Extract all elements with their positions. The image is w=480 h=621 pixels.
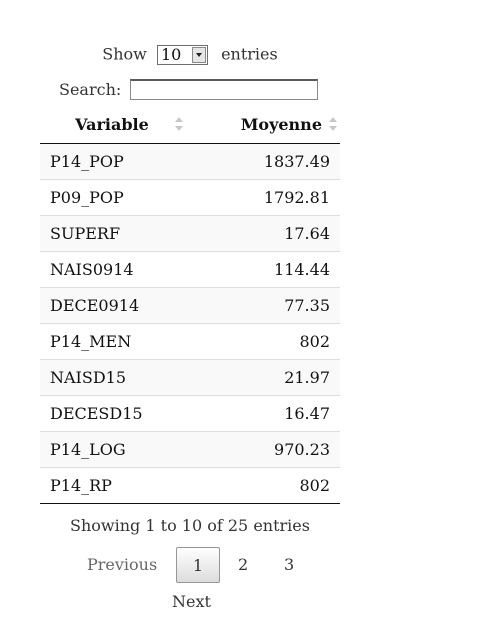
- search-input[interactable]: [130, 79, 318, 100]
- page-3-button[interactable]: 3: [284, 555, 295, 574]
- table-row: SUPERF 17.64: [40, 214, 340, 251]
- variable-cell: P14_MEN: [40, 322, 190, 359]
- moyenne-cell: 16.47: [190, 394, 340, 431]
- variable-cell: P14_LOG: [40, 430, 190, 467]
- table-row: P14_LOG 970.23: [40, 430, 340, 467]
- moyenne-cell: 802: [190, 322, 340, 359]
- column-header-label: Moyenne: [240, 114, 322, 134]
- moyenne-cell: 1792.81: [190, 178, 340, 215]
- dropdown-arrow-icon[interactable]: [191, 46, 206, 63]
- search-filter: Search:: [40, 79, 340, 101]
- column-header-moyenne[interactable]: Moyenne: [190, 106, 340, 144]
- table-row: P14_POP 1837.49: [40, 143, 340, 179]
- column-header-variable[interactable]: Variable: [40, 106, 190, 144]
- table-row: DECE0914 77.35: [40, 286, 340, 323]
- entries-length-control: Show 10 entries: [40, 42, 340, 66]
- table-header-row: Variable Moyenne: [40, 106, 340, 144]
- entries-select-value: 10: [160, 44, 182, 64]
- moyenne-cell: 21.97: [190, 358, 340, 395]
- table-row: NAIS0914 114.44: [40, 250, 340, 287]
- moyenne-cell: 1837.49: [190, 143, 340, 179]
- search-label: Search:: [59, 80, 122, 99]
- variable-cell: P14_POP: [40, 143, 190, 179]
- table-row: P14_RP 802: [40, 466, 340, 504]
- variable-cell: DECESD15: [40, 394, 190, 431]
- table-info: Showing 1 to 10 of 25 entries: [70, 516, 310, 535]
- table-row: DECESD15 16.47: [40, 394, 340, 431]
- page-2-button[interactable]: 2: [238, 555, 249, 574]
- moyenne-cell: 802: [190, 466, 340, 504]
- next-button[interactable]: Next: [172, 592, 211, 611]
- data-table: Variable Moyenne P14_POP 1837.49 P09_POP 1…: [40, 106, 340, 504]
- table-row: NAISD15 21.97: [40, 358, 340, 395]
- table-row: P14_MEN 802: [40, 322, 340, 359]
- show-label: Show: [102, 44, 147, 64]
- variable-cell: NAISD15: [40, 358, 190, 395]
- variable-cell: P14_RP: [40, 466, 190, 504]
- sort-icon: [175, 117, 183, 133]
- entries-label: entries: [221, 44, 278, 64]
- sort-icon: [329, 117, 337, 133]
- moyenne-cell: 17.64: [190, 214, 340, 251]
- variable-cell: DECE0914: [40, 286, 190, 323]
- pagination: Previous 1 2 3 Next: [40, 547, 340, 617]
- moyenne-cell: 970.23: [190, 430, 340, 467]
- variable-cell: NAIS0914: [40, 250, 190, 287]
- variable-cell: P09_POP: [40, 178, 190, 215]
- column-header-label: Variable: [75, 114, 149, 134]
- table-row: P09_POP 1792.81: [40, 178, 340, 215]
- variable-cell: SUPERF: [40, 214, 190, 251]
- page-1-button[interactable]: 1: [176, 547, 220, 583]
- moyenne-cell: 114.44: [190, 250, 340, 287]
- entries-select[interactable]: 10: [156, 44, 208, 65]
- moyenne-cell: 77.35: [190, 286, 340, 323]
- previous-button[interactable]: Previous: [87, 555, 158, 574]
